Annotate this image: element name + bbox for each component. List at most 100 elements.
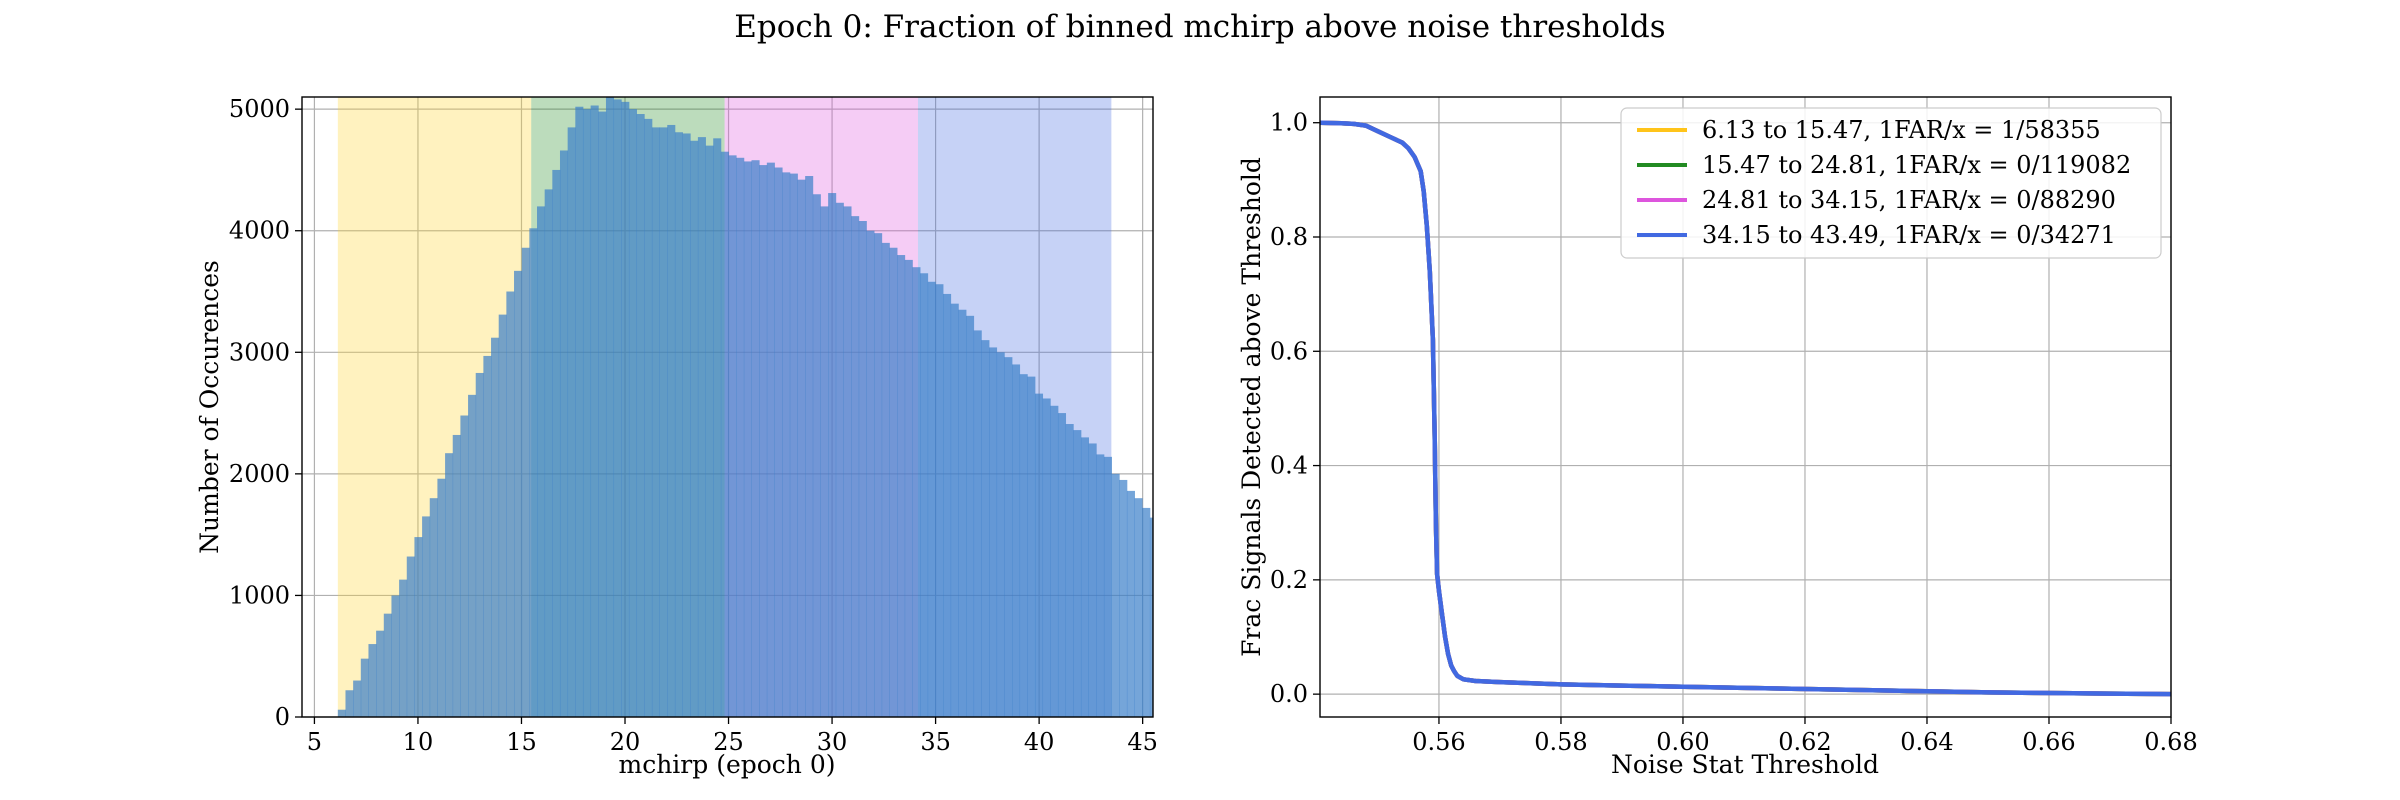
histogram-bar <box>414 537 423 717</box>
histogram-x-tick-label: 25 <box>713 728 744 756</box>
legend-box <box>1620 107 2162 259</box>
histogram-bar <box>1034 393 1044 717</box>
histogram-y-tick-label: 1000 <box>229 581 290 609</box>
histogram-y-label: Number of Occurences <box>195 260 224 554</box>
threshold-x-tick-label: 0.56 <box>1412 728 1465 756</box>
histogram-bar <box>782 172 791 717</box>
histogram-bar <box>1042 398 1051 717</box>
histogram-y-tick-label: 4000 <box>229 217 290 245</box>
threshold-frame <box>1319 96 2172 718</box>
histogram-bar <box>1149 517 1153 717</box>
histogram-x-tick-label: 35 <box>920 728 951 756</box>
histogram-bar <box>422 516 431 717</box>
histogram-bar <box>1181 557 1189 717</box>
threshold-x-tick-label: 0.62 <box>1778 728 1831 756</box>
histogram-bar <box>590 105 599 717</box>
histogram-bar <box>1050 405 1059 717</box>
histogram-bar <box>1188 564 1196 717</box>
threshold-y-tick-label: 1.0 <box>1270 109 1308 137</box>
threshold-x-label: Noise Stat Threshold <box>1611 750 1879 779</box>
histogram-bar <box>805 176 814 717</box>
histogram-bar <box>460 415 469 717</box>
histogram-bar <box>628 109 638 717</box>
histogram-bar <box>1249 662 1257 717</box>
histogram-bar <box>399 579 408 717</box>
histogram-bar <box>1080 437 1090 717</box>
histogram-bar <box>1196 574 1204 717</box>
legend-entry-label: 15.47 to 24.81, 1FAR/x = 0/119082 <box>1702 151 2131 179</box>
histogram-bar <box>1134 498 1143 717</box>
histogram-bar <box>368 644 377 717</box>
histogram-bar <box>751 160 760 717</box>
figure-title: Epoch 0: Fraction of binned mchirp above… <box>734 9 1665 45</box>
histogram-bar <box>498 314 507 717</box>
histogram-bar <box>1096 454 1105 717</box>
histogram-bar <box>843 206 852 717</box>
histogram-bar <box>812 194 821 717</box>
histogram-bar <box>736 157 745 717</box>
histogram-bar <box>1057 413 1067 717</box>
histogram-x-tick-label: 40 <box>1024 728 1055 756</box>
histogram-bar <box>690 140 699 717</box>
histogram-bar <box>828 193 837 717</box>
histogram-bar <box>1088 443 1097 717</box>
histogram-bar <box>559 150 569 717</box>
histogram-bar <box>904 259 913 717</box>
histogram-bar <box>713 138 722 717</box>
histogram-bar <box>445 453 454 717</box>
histogram-bar <box>659 127 668 717</box>
histogram-panel: 5 10 15 20 25 30 35 40 45 010002000300040005000 … <box>195 95 1265 779</box>
threshold-series-line <box>1320 120 2171 697</box>
histogram-bar <box>981 340 990 717</box>
histogram-bar <box>935 284 944 717</box>
histogram-bar <box>667 124 676 717</box>
histogram-bar <box>491 337 500 717</box>
histogram-bar <box>1011 364 1021 717</box>
histogram-x-tick-label: 20 <box>610 728 641 756</box>
histogram-bar <box>1073 430 1082 717</box>
histogram-x-tick-label: 30 <box>817 728 848 756</box>
histogram-bar <box>537 206 546 717</box>
histogram-bar <box>1257 672 1265 717</box>
histogram-bar <box>989 347 998 717</box>
histogram-bar <box>1065 424 1074 717</box>
histogram-bar <box>406 556 415 717</box>
histogram-bar <box>996 352 1005 717</box>
histogram-bar <box>1126 490 1135 717</box>
histogram-bar <box>598 111 607 717</box>
threshold-y-tick-label: 0.2 <box>1270 566 1308 594</box>
histogram-bar <box>927 281 936 717</box>
histogram-bar <box>337 709 346 717</box>
histogram-y-tick-label: 2000 <box>229 460 290 488</box>
histogram-bar <box>383 613 392 717</box>
histogram-bar <box>1211 597 1219 717</box>
histogram-bar <box>1204 584 1212 717</box>
histogram-bar <box>797 179 806 717</box>
threshold-y-ticks: 0.0 0.2 0.4 0.6 0.8 1.0 <box>1270 109 1320 708</box>
histogram-bar <box>582 109 592 717</box>
histogram-bar <box>1004 357 1013 717</box>
histogram-bar <box>889 247 898 717</box>
histogram-bar <box>636 114 645 717</box>
threshold-y-tick-label: 0.4 <box>1270 452 1308 480</box>
histogram-bar <box>376 630 385 717</box>
histogram-y-ticks: 0 1000 2000 3000 4000 5000 <box>229 95 302 731</box>
threshold-x-tick-label: 0.60 <box>1656 728 1709 756</box>
histogram-bar <box>529 228 538 717</box>
threshold-x-ticks: 0.56 0.58 0.60 0.62 0.64 0.66 0.68 <box>1412 717 2198 756</box>
histogram-bar <box>958 309 967 717</box>
histogram-bar <box>966 315 975 717</box>
histogram-bar <box>605 97 615 717</box>
histogram-bar <box>950 303 959 717</box>
histogram-bar <box>1119 479 1128 717</box>
histogram-bar <box>766 162 775 717</box>
histogram-bar <box>743 161 752 717</box>
histogram-bar <box>674 132 683 717</box>
histogram-bar <box>475 372 484 717</box>
histogram-bar <box>1103 456 1112 717</box>
histogram-bar <box>575 106 584 717</box>
threshold-y-tick-label: 0.8 <box>1270 223 1308 251</box>
legend-entry-label: 34.15 to 43.49, 1FAR/x = 0/34271 <box>1702 221 2116 249</box>
histogram-bar <box>1111 473 1120 717</box>
